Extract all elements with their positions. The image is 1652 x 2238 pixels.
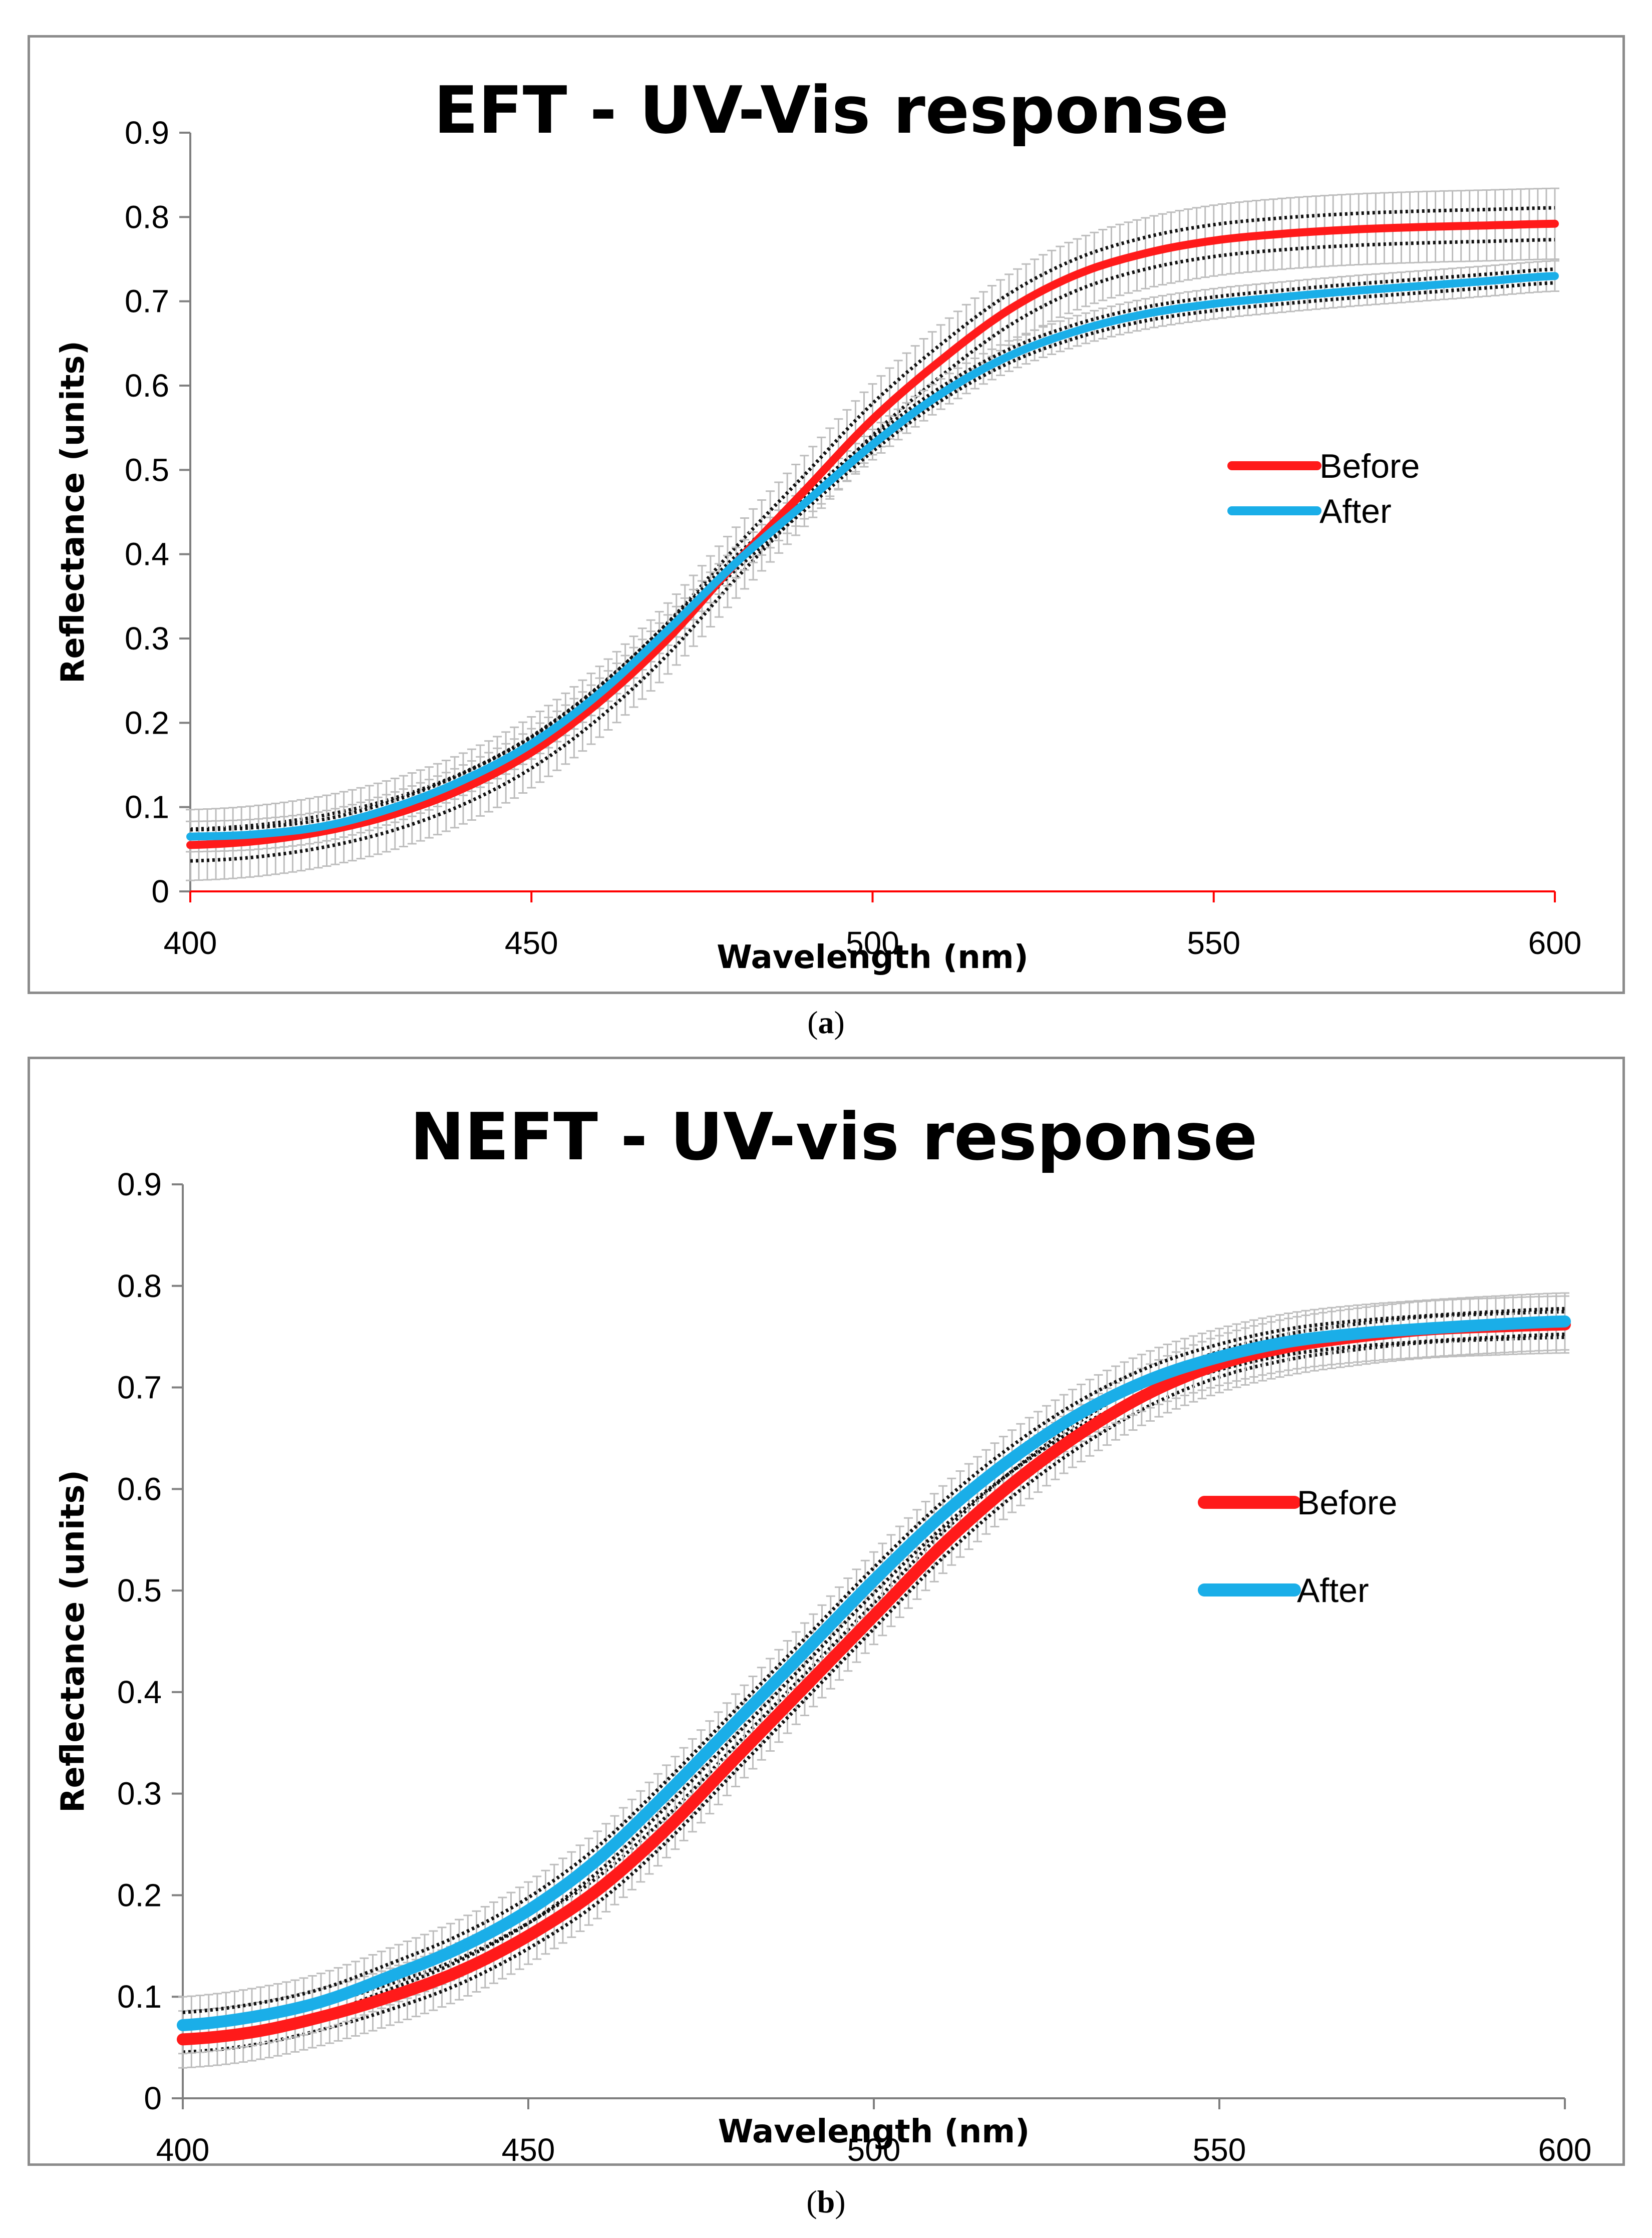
legend-label-before-a: Before: [1319, 447, 1420, 485]
y-tick-label-b: 0.1: [117, 1979, 162, 2015]
error-edge-before-b: [182, 1310, 1565, 2029]
error-edge-before-b: [182, 1335, 1565, 2054]
y-tick-label-a: 0: [151, 873, 169, 909]
error-bar-set-before-b: [178, 1295, 1569, 2069]
x-tick-label-b: 400: [156, 2132, 210, 2163]
x-tick-label-b: 550: [1193, 2132, 1246, 2163]
y-tick-label-a: 0.7: [125, 283, 169, 319]
legend-label-after-b: After: [1297, 1571, 1369, 1610]
series-line-after-b: [177, 1315, 1571, 2031]
error-edge-after-a: [190, 281, 1555, 845]
x-axis-title-b: Wavelength (nm): [718, 2113, 1030, 2150]
caption-b: (b): [806, 2184, 846, 2219]
x-tick-label-a: 500: [846, 925, 899, 961]
chart-a: EFT - UV-Vis response 0 0.1 0.2 0.3 0.4 0.5 0.6…: [55, 72, 1582, 976]
y-tick-label-a: 0.2: [125, 705, 169, 741]
error-bar-set-after-b: [178, 1292, 1569, 2055]
series-line-before-b: [177, 1318, 1571, 2046]
y-tick-label-a: 0.4: [125, 536, 169, 572]
x-tick-label-b: 450: [502, 2132, 555, 2163]
y-tick-label-b: 0.5: [117, 1572, 162, 1609]
y-tick-label-b: 0.3: [117, 1776, 162, 1812]
series-line-after-a: [186, 272, 1559, 841]
x-tick-label-b: 600: [1538, 2132, 1592, 2163]
legend-label-before-b: Before: [1297, 1484, 1397, 1522]
x-tick-label-b: 500: [847, 2132, 901, 2163]
error-bar-set-after-a: [186, 260, 1559, 853]
error-edge-after-a: [190, 267, 1555, 832]
y-axis-title-b: Reflectance (units): [55, 1470, 92, 1813]
error-edge-after-b: [182, 1332, 1565, 2040]
chart-title-b: NEFT - UV-vis response: [410, 1099, 1257, 1175]
y-tick-label-a: 0.3: [125, 620, 169, 657]
y-tick-label-a: 0.1: [125, 789, 169, 825]
y-tick-label-b: 0.7: [117, 1370, 162, 1406]
chart-title-a: EFT - UV-Vis response: [434, 72, 1229, 148]
chart-panel-a: EFT - UV-Vis response 0 0.1 0.2 0.3 0.4 0.5 0.6…: [28, 35, 1625, 994]
error-bars-b: [178, 1292, 1569, 2069]
y-tick-label-b: 0: [144, 2080, 162, 2116]
error-edge-before-a: [190, 238, 1555, 863]
y-tick-label-b: 0.6: [117, 1471, 162, 1507]
x-tick-label-a: 600: [1528, 925, 1582, 961]
y-tick-label-a: 0.5: [125, 452, 169, 488]
y-tick-label-b: 0.2: [117, 1877, 162, 1913]
y-tick-label-b: 0.8: [117, 1268, 162, 1304]
x-tick-label-a: 400: [164, 925, 217, 961]
y-tick-label-a: 0.8: [125, 199, 169, 235]
y-tick-label-a: 0.6: [125, 368, 169, 404]
x-tick-label-a: 550: [1187, 925, 1240, 961]
legend-label-after-a: After: [1319, 492, 1392, 530]
chart-panel-b: NEFT - UV-vis response 0 0.1 0.2 0.3 0.4 0.5 0.…: [28, 1057, 1625, 2166]
y-tick-label-b: 0.9: [117, 1166, 162, 1202]
y-tick-label-b: 0.4: [117, 1674, 162, 1710]
caption-a: (a): [807, 1005, 845, 1040]
x-axis-title-a: Wavelength (nm): [717, 939, 1029, 976]
y-axis-title-a: Reflectance (units): [55, 341, 92, 684]
x-tick-label-a: 450: [505, 925, 558, 961]
series-line-before-a: [186, 219, 1559, 849]
error-edge-after-b: [182, 1307, 1565, 2014]
y-tick-label-a: 0.9: [125, 115, 169, 151]
chart-b: NEFT - UV-vis response 0 0.1 0.2 0.3 0.4 0.5 0.…: [55, 1099, 1592, 2163]
